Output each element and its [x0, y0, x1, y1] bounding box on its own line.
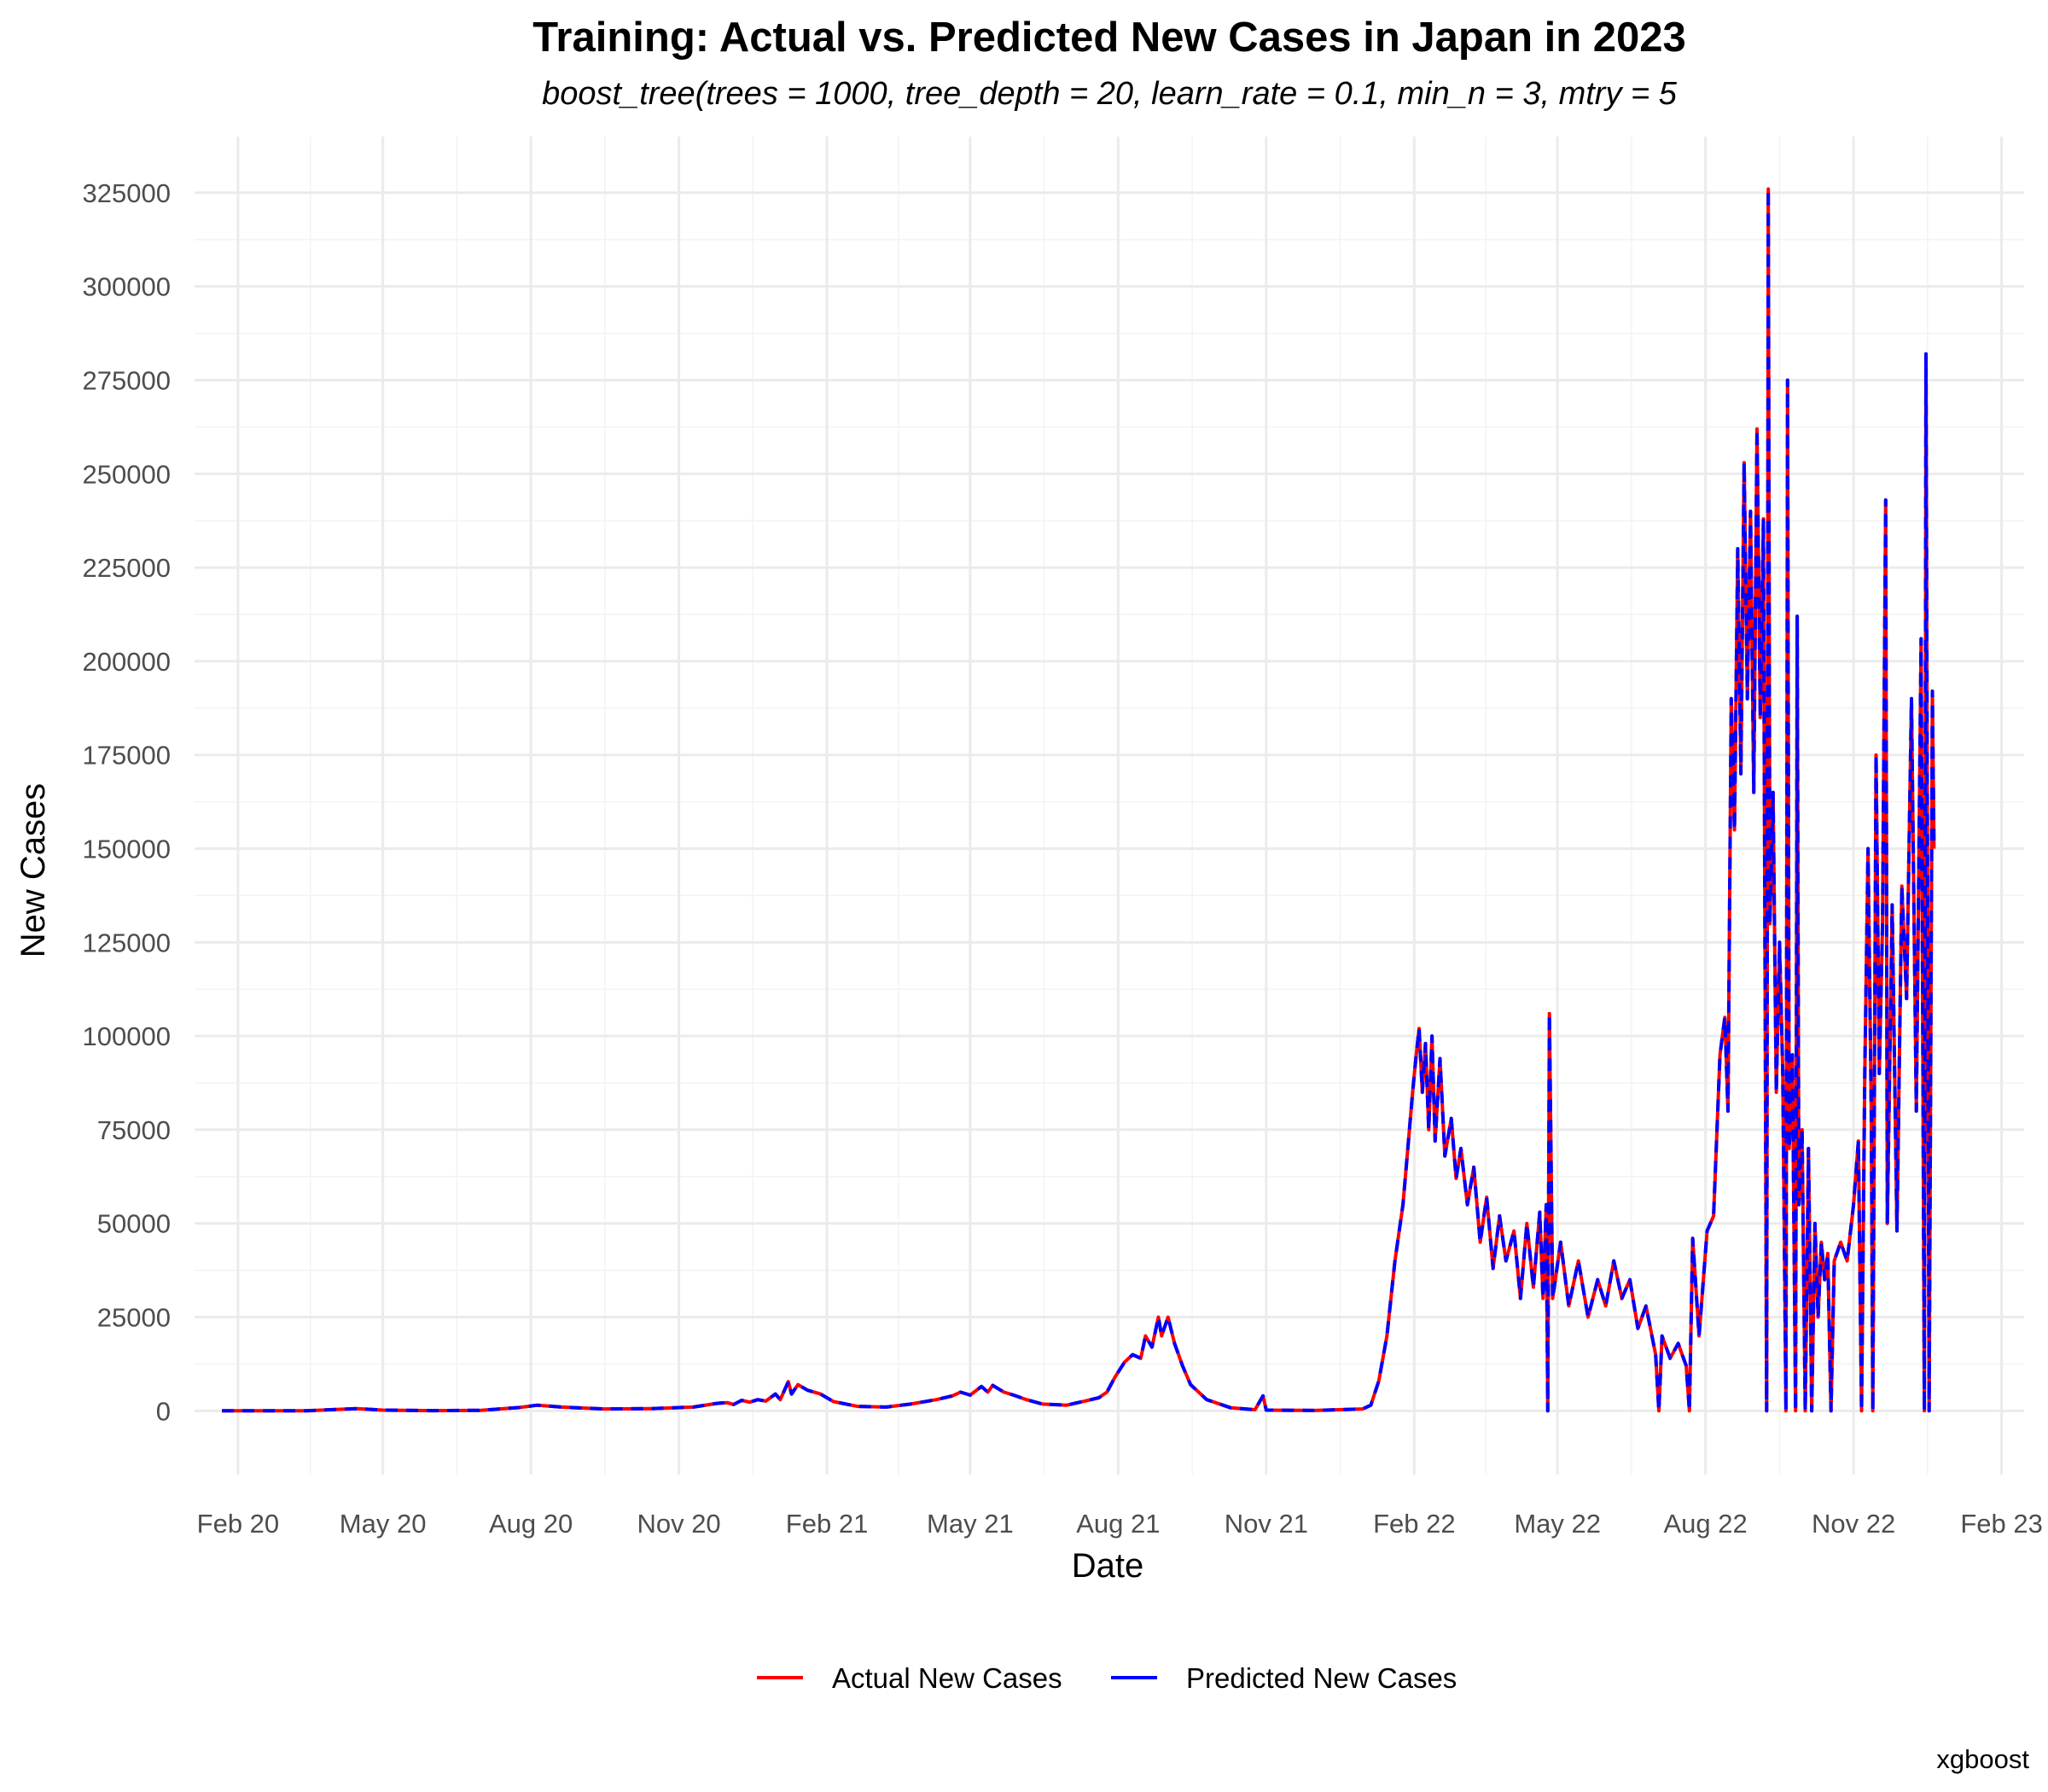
gridlines [195, 137, 2024, 1475]
y-tick-label: 300000 [83, 272, 171, 302]
x-tick-label: Aug 22 [1664, 1509, 1748, 1539]
series-line-actual [222, 187, 1936, 1413]
x-tick-label: Nov 22 [1812, 1509, 1895, 1539]
y-tick-label: 50000 [97, 1209, 171, 1239]
y-tick-label: 200000 [83, 647, 171, 677]
y-tick-label: 0 [156, 1396, 171, 1426]
y-axis-title: New Cases [15, 783, 52, 958]
chart-caption: xgboost [1936, 1744, 2029, 1774]
x-tick-label: May 22 [1514, 1509, 1601, 1539]
x-tick-label: Feb 20 [197, 1509, 280, 1539]
series-line-predicted [222, 187, 1936, 1413]
x-axis-title: Date [1072, 1547, 1144, 1585]
legend: Actual New Cases Predicted New Cases [757, 1662, 1457, 1694]
y-tick-label: 150000 [83, 835, 171, 864]
y-tick-label: 325000 [83, 178, 171, 208]
x-tick-label: Aug 21 [1076, 1509, 1160, 1539]
x-tick-label: May 21 [927, 1509, 1014, 1539]
x-tick-label: Feb 21 [786, 1509, 869, 1539]
series-layer [222, 187, 1936, 1413]
legend-label-predicted: Predicted New Cases [1186, 1662, 1457, 1694]
y-tick-label: 225000 [83, 553, 171, 583]
chart-title: Training: Actual vs. Predicted New Cases… [532, 15, 1686, 61]
y-tick-label: 25000 [97, 1303, 171, 1333]
legend-label-actual: Actual New Cases [832, 1662, 1062, 1694]
y-tick-label: 175000 [83, 741, 171, 771]
y-tick-label: 100000 [83, 1021, 171, 1051]
x-tick-label: Feb 22 [1373, 1509, 1456, 1539]
x-tick-label: Nov 21 [1225, 1509, 1308, 1539]
y-tick-label: 250000 [83, 459, 171, 489]
y-axis-ticks: 0 25000 50000 75000 100000 125000 150000 175000… [83, 178, 171, 1426]
y-tick-label: 75000 [97, 1115, 171, 1145]
y-tick-label: 275000 [83, 365, 171, 395]
x-axis-ticks: Feb 20 May 20 Aug 20 Nov 20 Feb 21 May 21 Aug … [197, 1509, 2043, 1539]
x-tick-label: May 20 [340, 1509, 427, 1539]
chart-subtitle: boost_tree(trees = 1000, tree_depth = 20… [542, 76, 1678, 112]
y-tick-label: 125000 [83, 928, 171, 957]
x-tick-label: Aug 20 [489, 1509, 573, 1539]
x-tick-label: Nov 20 [637, 1509, 720, 1539]
x-tick-label: Feb 23 [1960, 1509, 2043, 1539]
